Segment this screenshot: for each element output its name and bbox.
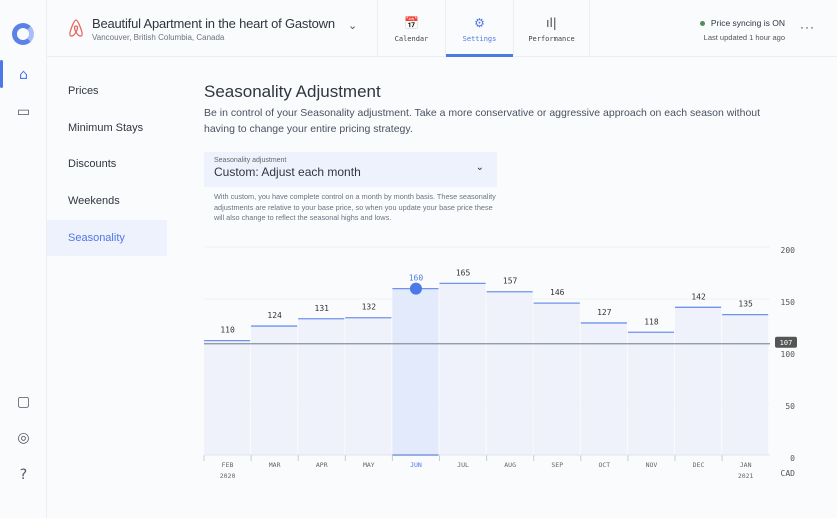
x-tick-label: SEP xyxy=(551,461,563,469)
bar-nov[interactable] xyxy=(627,332,674,455)
active-indicator xyxy=(0,60,3,88)
app-logo xyxy=(12,23,34,45)
bar-value-label: 132 xyxy=(362,303,377,312)
x-tick-label: APR xyxy=(316,461,328,469)
bar-value-label: 135 xyxy=(738,300,753,309)
x-tick-label: NOV xyxy=(646,461,658,469)
page-description: Be in control of your Seasonality adjust… xyxy=(204,107,761,135)
inbox-icon[interactable]: ▭ xyxy=(16,104,31,120)
x-tick-label: JUL xyxy=(457,461,469,469)
airbnb-icon xyxy=(69,19,83,37)
base-price-label: 107 xyxy=(780,339,793,347)
sync-status: Price syncing is ON Last updated 1 hour a… xyxy=(699,18,785,42)
account-icon[interactable]: ◎ xyxy=(17,430,30,446)
y-tick-label: 100 xyxy=(781,350,796,359)
app-rail: ⌂ ▭ ▢ ◎ ? xyxy=(0,0,47,518)
y-tick-label: 0 xyxy=(790,454,795,463)
bar-value-label: 110 xyxy=(220,326,235,335)
x-tick-label: OCT xyxy=(598,461,610,469)
settings-nav: Prices Minimum Stays Discounts Weekends … xyxy=(47,73,167,257)
top-bar: Beautiful Apartment in the heart of Gast… xyxy=(47,0,837,57)
x-tick-label: FEB xyxy=(222,461,234,469)
y-tick-label: 50 xyxy=(785,402,795,411)
calendar-icon: 📅 xyxy=(404,16,419,30)
base-price-badge xyxy=(775,336,797,348)
x-tick-label: JAN xyxy=(740,461,752,469)
bar-value-label: 131 xyxy=(315,304,330,313)
x-tick-label: AUG xyxy=(504,461,516,469)
bar-value-label: 142 xyxy=(691,292,706,301)
bar-apr[interactable] xyxy=(298,318,345,455)
bar-aug[interactable] xyxy=(486,291,533,455)
x-year-label: 2020 xyxy=(220,472,236,480)
bar-value-label: 124 xyxy=(267,311,282,320)
bar-jul[interactable] xyxy=(439,283,486,455)
currency-label: CAD xyxy=(781,469,796,478)
bar-jan[interactable] xyxy=(722,314,769,455)
bar-chart-icon: ıl| xyxy=(546,16,557,30)
x-tick-label: MAY xyxy=(363,461,375,469)
bar-feb[interactable] xyxy=(204,340,251,455)
bar-value-label: 157 xyxy=(503,277,518,286)
x-year-label: 2021 xyxy=(738,472,754,480)
tab-calendar[interactable]: 📅 Calendar xyxy=(377,0,445,57)
bar-value-label: 146 xyxy=(550,288,565,297)
listing-title[interactable]: Beautiful Apartment in the heart of Gast… xyxy=(92,16,335,31)
chevron-down-icon: ⌄ xyxy=(475,162,484,173)
bar-value-label: 127 xyxy=(597,308,612,317)
more-options-icon[interactable]: ··· xyxy=(800,20,815,34)
bar-value-label: 160 xyxy=(409,274,424,283)
bar-jun[interactable] xyxy=(392,288,439,455)
tab-performance[interactable]: ıl| Performance xyxy=(513,0,590,57)
nav-item-prices[interactable]: Prices xyxy=(68,85,99,97)
help-text: With custom, you have complete control o… xyxy=(214,192,496,222)
tab-settings[interactable]: ⚙ Settings xyxy=(445,0,513,57)
home-icon[interactable]: ⌂ xyxy=(19,67,28,83)
x-tick-label: MAR xyxy=(269,461,281,469)
listing-dropdown-chevron-icon[interactable]: ⌄ xyxy=(348,19,358,32)
page-title: Seasonality Adjustment xyxy=(204,82,381,101)
status-dot xyxy=(699,21,705,27)
drag-handle-icon[interactable] xyxy=(409,282,422,295)
nav-item-weekends[interactable]: Weekends xyxy=(68,195,120,208)
bar-dec[interactable] xyxy=(675,307,722,455)
wallet-icon[interactable]: ▢ xyxy=(16,394,31,410)
x-tick-label: DEC xyxy=(693,461,705,469)
bar-value-label: 165 xyxy=(456,268,471,277)
x-tick-label: JUN xyxy=(410,461,422,469)
bar-may[interactable] xyxy=(345,317,392,455)
bar-oct[interactable] xyxy=(580,322,627,455)
bar-sep[interactable] xyxy=(533,303,580,455)
listing-location: Vancouver, British Columbia, Canada xyxy=(92,33,225,42)
gear-dollar-icon: ⚙ xyxy=(474,16,485,30)
y-tick-label: 200 xyxy=(781,246,796,255)
seasonality-select[interactable]: Seasonality adjustment Custom: Adjust ea… xyxy=(204,152,497,187)
nav-item-discounts[interactable]: Discounts xyxy=(68,158,117,171)
seasonality-chart: 200 150 100 50 0 110 FEB 2020 124 MAR 131 APR 132 MAY… xyxy=(203,246,797,480)
help-chat-icon[interactable]: ? xyxy=(19,467,28,483)
nav-item-minimum-stays[interactable]: Minimum Stays xyxy=(68,121,144,134)
bar-mar[interactable] xyxy=(251,326,298,455)
nav-item-seasonality[interactable]: Seasonality xyxy=(47,219,167,257)
y-tick-label: 150 xyxy=(781,298,796,307)
bar-value-label: 118 xyxy=(644,317,659,326)
